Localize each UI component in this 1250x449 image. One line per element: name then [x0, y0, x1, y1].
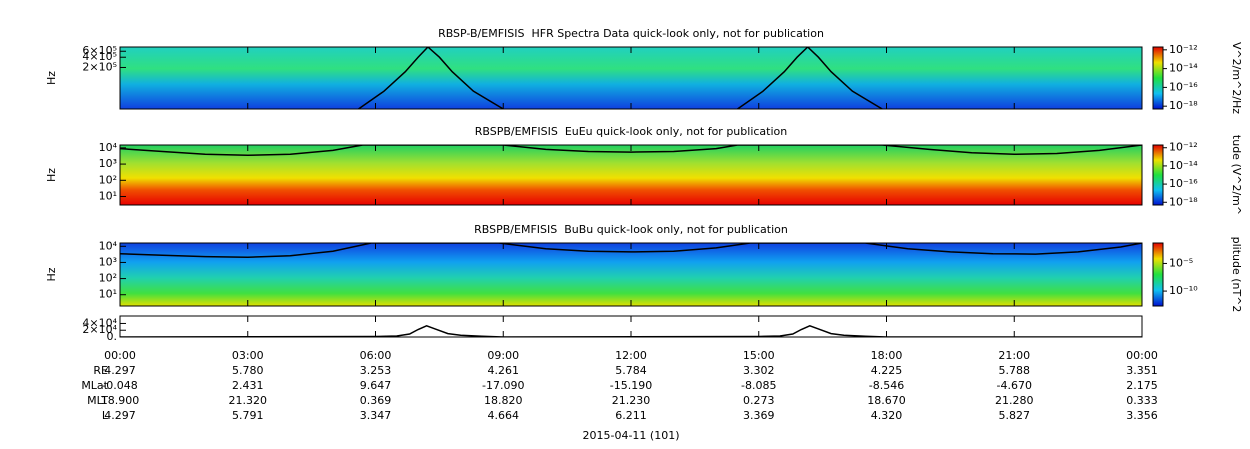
y-tick-label: 10² — [99, 272, 117, 285]
ephemeris-value: 5.784 — [615, 364, 647, 377]
panel-title: RBSPB/EMFISIS BuBu quick-look only, not … — [474, 223, 788, 236]
ephemeris-value: 5.780 — [232, 364, 264, 377]
colorbar-tick-label: 10⁻¹⁶ — [1169, 177, 1198, 190]
ephemeris-value: 6.211 — [615, 409, 647, 422]
ephemeris-label: RE — [93, 364, 108, 377]
y-tick-label: 2×10⁴ — [82, 323, 117, 336]
ephemeris-value: 4.261 — [488, 364, 520, 377]
date-label: 2015-04-11 (101) — [582, 429, 679, 442]
ephemeris-value: 18.900 — [101, 394, 140, 407]
ephemeris-value: 2.175 — [1126, 379, 1158, 392]
colorbar-tick-label: 10⁻¹⁸ — [1169, 195, 1198, 208]
colorbar-tick-label: 10⁻¹⁰ — [1169, 284, 1198, 297]
ephemeris-value: 0.333 — [1126, 394, 1158, 407]
y-tick-label: 4×10⁴ — [82, 316, 117, 329]
ephemeris-value: 21.320 — [229, 394, 268, 407]
ephemeris-value: 3.253 — [360, 364, 392, 377]
colorbar-tick-label: 10⁻¹⁸ — [1169, 99, 1198, 112]
y-tick-label: 10³ — [99, 255, 117, 268]
ephemeris-value: -8.085 — [741, 379, 776, 392]
ephemeris-value: -17.090 — [482, 379, 524, 392]
data-line — [120, 243, 1142, 258]
ephemeris-label: L — [102, 409, 109, 422]
ephemeris-value: 18.820 — [484, 394, 523, 407]
ephemeris-value: 0.273 — [743, 394, 775, 407]
y-tick-label: 10¹ — [99, 288, 117, 301]
x-tick-label: 18:00 — [871, 349, 903, 362]
x-tick-label: 15:00 — [743, 349, 775, 362]
colorbar-label: V^2/m^2/Hz — [1230, 42, 1243, 114]
ephemeris-value: -0.048 — [102, 379, 137, 392]
ephemeris-value: -8.546 — [869, 379, 904, 392]
y-tick-label: 10⁴ — [99, 239, 118, 252]
y-tick-label: 10¹ — [99, 190, 117, 203]
colorbar-label: plitude (nT^2 — [1230, 237, 1243, 313]
ephemeris-value: 4.225 — [871, 364, 903, 377]
panel-title: RBSP-B/EMFISIS HFR Spectra Data quick-lo… — [438, 27, 824, 40]
y-axis-label: Hz — [45, 168, 58, 182]
colorbar-label: tude (V^2/m^ — [1230, 135, 1243, 215]
y-tick-label: 2×10⁵ — [82, 60, 117, 73]
y-tick-label: 10³ — [99, 157, 117, 170]
colorbar — [1152, 144, 1164, 206]
colorbar — [1152, 242, 1164, 307]
colorbar-tick-label: 10⁻¹⁴ — [1169, 159, 1198, 172]
ephemeris-value: 3.347 — [360, 409, 392, 422]
ephemeris-value: 5.791 — [232, 409, 264, 422]
ephemeris-value: 3.356 — [1126, 409, 1158, 422]
ephemeris-label: MLat — [81, 379, 108, 392]
y-tick-label: 10⁴ — [99, 141, 118, 154]
x-tick-label: 12:00 — [615, 349, 647, 362]
ephemeris-value: 4.297 — [104, 409, 136, 422]
ephemeris-value: 4.297 — [104, 364, 136, 377]
colorbar-tick-label: 10⁻¹⁶ — [1169, 80, 1198, 93]
ephemeris-value: 2.431 — [232, 379, 264, 392]
ephemeris-value: 4.320 — [871, 409, 903, 422]
colorbar-tick-label: 10⁻⁵ — [1169, 256, 1193, 269]
ephemeris-value: 5.788 — [999, 364, 1031, 377]
x-tick-label: 03:00 — [232, 349, 264, 362]
y-tick-label: 10² — [99, 173, 117, 186]
ephemeris-value: 18.670 — [867, 394, 906, 407]
x-tick-label: 09:00 — [487, 349, 519, 362]
ephemeris-label: MLT — [87, 394, 108, 407]
ephemeris-value: 3.369 — [743, 409, 775, 422]
ephemeris-value: 9.647 — [360, 379, 392, 392]
ephemeris-value: -4.670 — [997, 379, 1032, 392]
data-line — [358, 47, 883, 109]
x-tick-label: 00:00 — [104, 349, 136, 362]
ephemeris-value: 21.280 — [995, 394, 1034, 407]
colorbar — [1152, 46, 1164, 110]
y-tick-label: 4×10⁵ — [82, 50, 117, 63]
ephemeris-value: 3.302 — [743, 364, 775, 377]
ephemeris-value: 5.827 — [999, 409, 1031, 422]
y-tick-label: 6×10⁵ — [82, 44, 117, 57]
x-tick-label: 21:00 — [998, 349, 1030, 362]
ephemeris-value: 3.351 — [1126, 364, 1158, 377]
data-line — [120, 145, 1142, 157]
spectrogram — [120, 47, 1142, 109]
x-tick-label: 06:00 — [360, 349, 392, 362]
colorbar-tick-label: 10⁻¹² — [1169, 43, 1198, 56]
ephemeris-value: 21.230 — [612, 394, 651, 407]
y-tick-label: 0. — [107, 330, 118, 343]
y-axis-label: Hz — [45, 267, 58, 281]
ephemeris-value: 4.664 — [488, 409, 520, 422]
ephemeris-value: -15.190 — [610, 379, 652, 392]
y-axis-label: Hz — [45, 71, 58, 85]
colorbar-tick-label: 10⁻¹² — [1169, 141, 1198, 154]
x-tick-label: 00:00 — [1126, 349, 1158, 362]
panel-title: RBSPB/EMFISIS EuEu quick-look only, not … — [475, 125, 788, 138]
ephemeris-value: 0.369 — [360, 394, 392, 407]
colorbar-tick-label: 10⁻¹⁴ — [1169, 62, 1198, 75]
